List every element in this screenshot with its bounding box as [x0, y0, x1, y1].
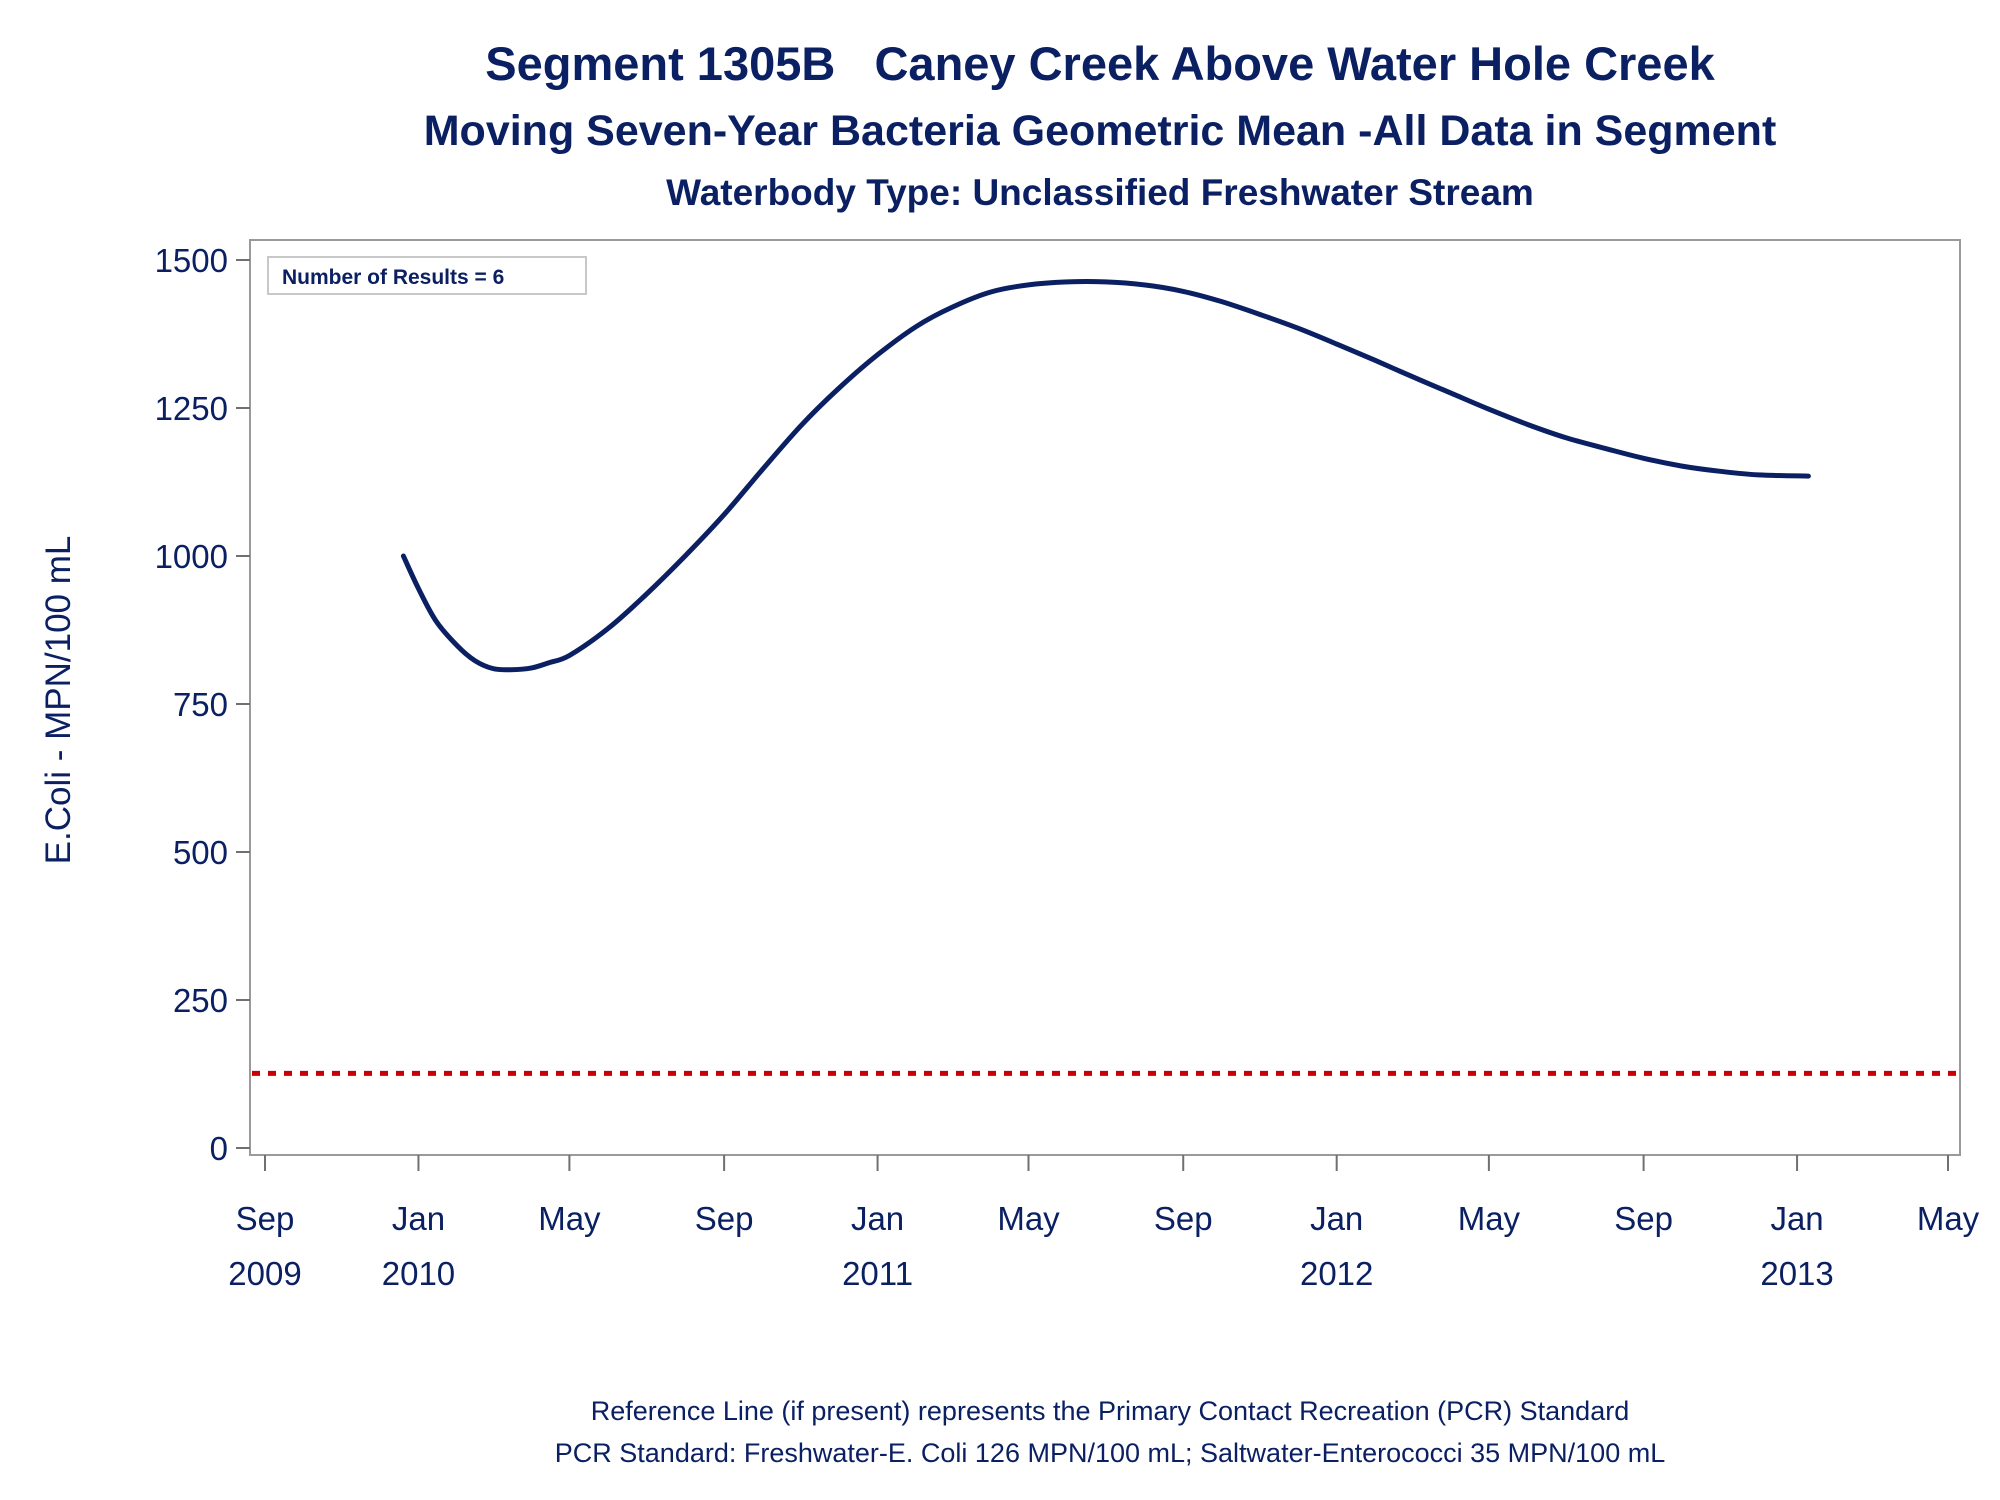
y-tick-label: 1500: [155, 242, 228, 279]
x-tick-label-month: May: [1917, 1200, 1980, 1237]
x-tick-label-year: 2012: [1300, 1255, 1373, 1292]
y-axis: 0 250 500 750 1000 1250 1500: [155, 242, 250, 1167]
footnote-1: Reference Line (if present) represents t…: [591, 1396, 1629, 1426]
inset-label: Number of Results = 6: [282, 266, 504, 289]
x-tick-label-year: 2011: [842, 1255, 913, 1292]
chart-subtitle: Moving Seven-Year Bacteria Geometric Mea…: [424, 107, 1777, 155]
plot-area: [249, 239, 1961, 1156]
y-tick-label: 0: [210, 1130, 228, 1167]
y-tick-label: 1250: [155, 390, 228, 427]
chart-title: Segment 1305B Caney Creek Above Water Ho…: [485, 37, 1715, 90]
x-tick-label-month: Sep: [1614, 1200, 1673, 1237]
y-tick-label: 1000: [155, 538, 228, 575]
inset-box-frame: [267, 256, 587, 295]
footnote-2: PCR Standard: Freshwater-E. Coli 126 MPN…: [555, 1438, 1665, 1468]
x-tick-label-month: Sep: [1154, 1200, 1213, 1237]
x-tick-label-month: Jan: [392, 1200, 445, 1237]
x-tick-label-month: May: [997, 1200, 1060, 1237]
series-line: [400, 279, 1811, 673]
x-tick-label-month: Sep: [695, 1200, 754, 1237]
x-tick-label-year: 2010: [382, 1255, 455, 1292]
y-tick-label: 750: [173, 686, 228, 723]
x-tick-label-month: Sep: [236, 1200, 295, 1237]
x-tick-label-month: Jan: [1770, 1200, 1823, 1237]
inset-box: Number of Results = 6: [267, 256, 587, 295]
chart-subtitle-2: Waterbody Type: Unclassified Freshwater …: [666, 172, 1534, 213]
x-tick-label-month: Jan: [1310, 1200, 1363, 1237]
x-tick-label-year: 2009: [228, 1255, 301, 1292]
x-tick-label-month: Jan: [851, 1200, 904, 1237]
y-tick-label: 500: [173, 834, 228, 871]
x-axis: Sep 2009 Jan 2010 May Sep Jan 2011 May Sep Jan 2012…: [228, 1155, 1980, 1292]
x-tick-label-year: 2013: [1760, 1255, 1833, 1292]
y-tick-label: 250: [173, 982, 228, 1019]
x-tick-label-month: May: [1458, 1200, 1521, 1237]
y-axis-label: E.Coli - MPN/100 mL: [39, 536, 78, 865]
x-tick-label-month: May: [538, 1200, 601, 1237]
